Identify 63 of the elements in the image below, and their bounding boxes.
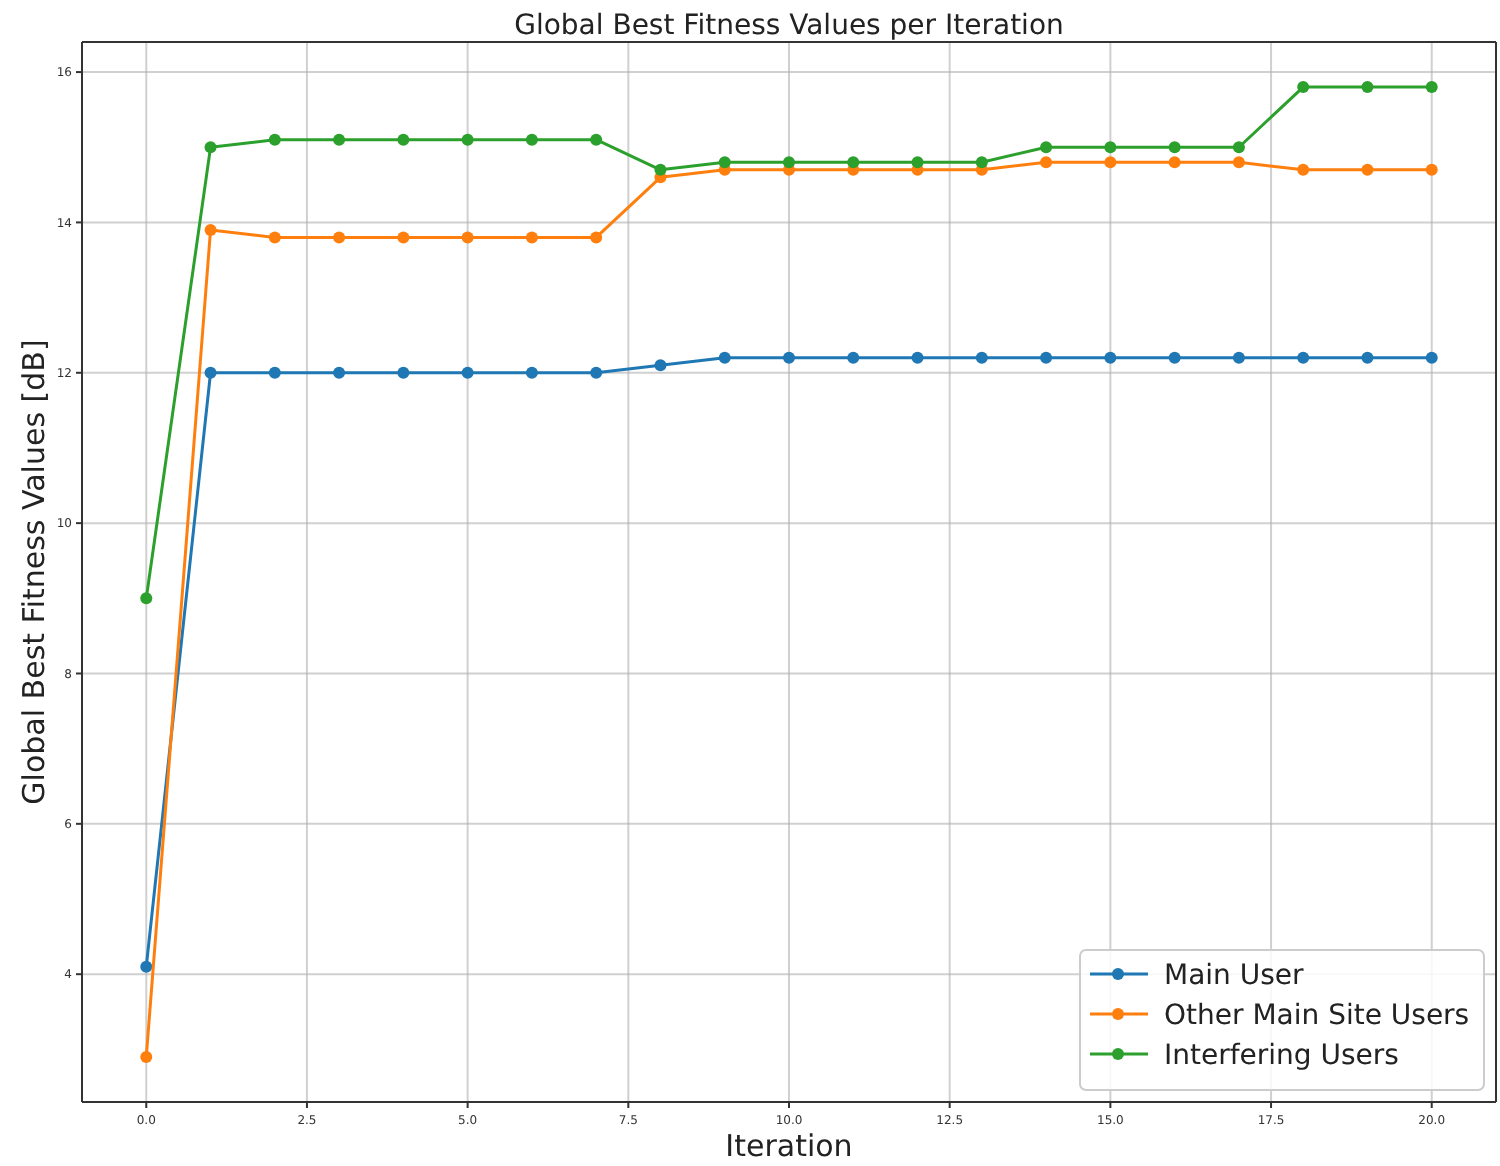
- legend-label: Interfering Users: [1164, 1039, 1399, 1072]
- point: [847, 156, 860, 169]
- point: [525, 366, 538, 379]
- point: [1104, 141, 1117, 154]
- point: [975, 351, 988, 364]
- point: [204, 141, 217, 154]
- point: [1232, 141, 1245, 154]
- point: [1232, 351, 1245, 364]
- point: [1297, 163, 1310, 176]
- point: [1168, 351, 1181, 364]
- point: [783, 156, 795, 169]
- point: [525, 133, 538, 146]
- point: [204, 366, 217, 379]
- point: [654, 359, 667, 372]
- point: [1040, 141, 1053, 154]
- legend-label: Main User: [1164, 959, 1305, 992]
- point: [461, 231, 474, 244]
- point: [590, 133, 603, 146]
- point: [333, 231, 346, 244]
- point: [140, 960, 153, 973]
- point: [140, 592, 153, 605]
- point: [1104, 351, 1117, 364]
- point: [1297, 351, 1310, 364]
- point: [1361, 163, 1374, 176]
- point: [1297, 81, 1310, 94]
- point: [911, 351, 924, 364]
- point: [783, 351, 795, 364]
- point: [1040, 156, 1053, 169]
- y-axis-title: Global Best Fitness Values [dB]: [16, 339, 52, 805]
- point: [140, 1050, 153, 1063]
- point: [654, 163, 667, 176]
- point: [1232, 156, 1245, 169]
- point: [268, 366, 281, 379]
- point: [911, 156, 924, 169]
- point: [397, 133, 410, 146]
- point: [268, 231, 281, 244]
- point: [1040, 351, 1053, 364]
- point: [525, 231, 538, 244]
- point: [847, 351, 860, 364]
- point: [1168, 156, 1181, 169]
- point: [1425, 81, 1438, 94]
- point: [397, 366, 410, 379]
- point: [397, 231, 410, 244]
- point: [204, 223, 217, 236]
- point: [461, 133, 474, 146]
- point: [1425, 351, 1438, 364]
- point: [1361, 351, 1374, 364]
- point: [461, 366, 474, 379]
- point: [333, 366, 346, 379]
- chart-title: Global Best Fitness Values per Iteration: [514, 10, 1064, 42]
- legend-label: Other Main Site Users: [1164, 999, 1470, 1032]
- point: [590, 366, 603, 379]
- point: [268, 133, 281, 146]
- point: [718, 156, 731, 169]
- point: [718, 351, 731, 364]
- point: [1425, 163, 1438, 176]
- point: [1104, 156, 1117, 169]
- point: [1361, 81, 1374, 94]
- point: [333, 133, 346, 146]
- point: [975, 156, 988, 169]
- point: [1168, 141, 1181, 154]
- point: [590, 231, 603, 244]
- x-axis-title: Iteration: [725, 1128, 853, 1164]
